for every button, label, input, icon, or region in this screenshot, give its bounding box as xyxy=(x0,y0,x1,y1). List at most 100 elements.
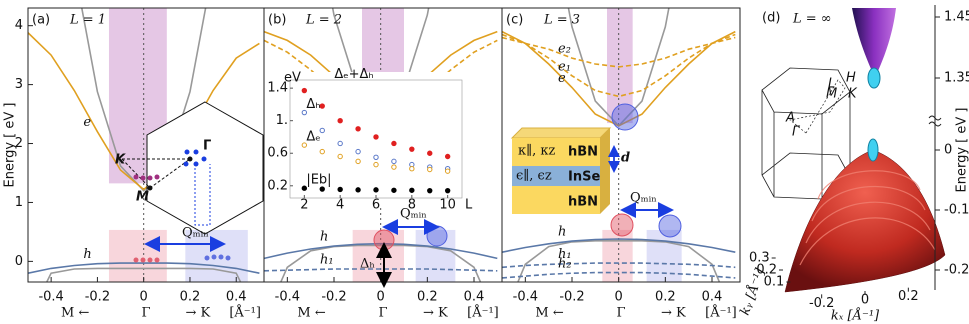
inset-point xyxy=(373,154,379,161)
inset-y-tick-label: 1. xyxy=(276,113,288,128)
inset-point xyxy=(409,146,415,152)
panel-label: (b) xyxy=(268,13,286,28)
x-tick-label: 0.4 xyxy=(226,290,247,305)
ky-tick-label: 0.3 xyxy=(749,251,770,266)
state-dot xyxy=(147,257,153,263)
state-circle xyxy=(658,214,682,238)
x-tick-label: 0.4 xyxy=(702,290,723,305)
band-curve xyxy=(502,30,736,127)
state-dot xyxy=(225,255,231,261)
bz-lines xyxy=(789,79,846,134)
inset-point xyxy=(409,166,415,172)
inset-bg xyxy=(276,72,470,205)
valley-dot xyxy=(183,161,189,167)
bz-label: K xyxy=(848,87,858,102)
hbn-top xyxy=(512,138,600,166)
inset-point xyxy=(444,168,451,174)
inset-series-name: Δₑ xyxy=(306,130,320,145)
shaded-region xyxy=(646,229,682,282)
inset-point xyxy=(427,150,433,156)
band-curve xyxy=(517,240,721,282)
inset-x-tick-label: 2 xyxy=(300,198,308,213)
z-tick-label: -0.1 xyxy=(944,203,969,218)
kx-tick-label: 0.2 xyxy=(898,289,919,304)
state-dot xyxy=(140,257,146,263)
x-axis-label: Γ xyxy=(141,306,150,321)
bz-label: Γ xyxy=(792,125,801,140)
ky-tick-label: 0.2 xyxy=(756,263,777,278)
state-dot xyxy=(218,254,224,260)
inset-point xyxy=(355,126,361,132)
inset-point xyxy=(319,103,325,109)
inset-point xyxy=(409,187,415,193)
inset-y-label: eV xyxy=(284,71,301,86)
valley-dot xyxy=(193,149,199,155)
shaded-region xyxy=(602,229,633,282)
annotation: hBN xyxy=(568,195,598,210)
band-curve xyxy=(502,271,736,279)
state-circle xyxy=(426,225,448,247)
surface-layer xyxy=(799,217,936,266)
z-tick-label: 1.35 xyxy=(944,71,969,86)
stack-side xyxy=(600,128,610,214)
curve-label: h₁ xyxy=(558,247,572,262)
inset-point xyxy=(444,153,451,160)
x-tick-label: -0.4 xyxy=(513,290,538,305)
curve-label: e xyxy=(558,71,566,86)
x-axis-label: → K xyxy=(423,306,448,321)
y-tick-label: 2 xyxy=(15,136,23,151)
q-guide xyxy=(194,164,211,226)
state-dot xyxy=(204,255,210,261)
inset-point xyxy=(391,187,397,193)
annotation: Qₘᵢₙ xyxy=(630,191,657,206)
inset-point xyxy=(319,186,325,192)
inset-point xyxy=(391,140,397,147)
inset-point xyxy=(337,140,343,147)
inset-series-name: |Eb| xyxy=(306,173,331,188)
plot-area xyxy=(264,8,498,282)
valley-dot xyxy=(184,149,190,155)
panel-title: L = 2 xyxy=(305,13,342,28)
annotation: K xyxy=(115,153,126,168)
panel-label: (a) xyxy=(32,13,50,28)
bz-label: L xyxy=(828,77,835,92)
z-axis-label: Energy [ eV ] xyxy=(955,108,969,193)
inse-layer xyxy=(512,166,600,186)
brillouin-hexagon xyxy=(146,101,264,235)
inset-point xyxy=(301,87,308,94)
valley-dot xyxy=(201,156,207,162)
band-edge xyxy=(867,138,879,162)
x-tick-label: -0.2 xyxy=(321,290,346,305)
band-curve xyxy=(502,33,736,98)
inset-point xyxy=(373,187,379,193)
curve-label: h xyxy=(83,247,91,262)
curve-label: h₂ xyxy=(558,257,572,272)
x-axis-label: M ← xyxy=(61,306,89,321)
x-tick-label: -0.2 xyxy=(559,290,584,305)
panel-label: (d) xyxy=(762,11,780,26)
surface-layer xyxy=(805,201,931,244)
surface-layer xyxy=(817,170,921,200)
y-tick-label: 0 xyxy=(15,254,23,269)
inset-series-name: Δₑ+Δₕ xyxy=(334,67,373,82)
x-tick-label: 0.4 xyxy=(464,290,485,305)
state-dot xyxy=(147,175,153,181)
inset-point xyxy=(301,185,308,191)
inset-point xyxy=(337,186,343,193)
axes-frame xyxy=(501,7,741,283)
inset-point xyxy=(337,117,343,124)
inset-x-tick-label: 8 xyxy=(408,198,416,213)
state-dot xyxy=(154,174,160,180)
inset-point xyxy=(355,187,361,193)
bz-label: A xyxy=(785,111,795,126)
z-tick-label: 1.45 xyxy=(944,10,969,25)
curve-label: h xyxy=(558,225,566,240)
annotation: d xyxy=(621,151,630,166)
annotation: hBN xyxy=(568,145,598,160)
z-tick-label: -0.2 xyxy=(944,263,969,278)
dispersion-surface xyxy=(784,149,946,293)
inset-point xyxy=(373,134,379,140)
panel-title: L = 1 xyxy=(69,13,106,28)
shaded-region xyxy=(108,229,167,282)
curve-label: h xyxy=(320,230,328,245)
